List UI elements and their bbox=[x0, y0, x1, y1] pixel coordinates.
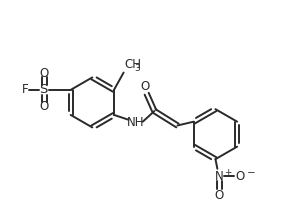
Text: N: N bbox=[215, 170, 224, 183]
Text: O: O bbox=[40, 100, 49, 113]
Text: O: O bbox=[140, 80, 149, 93]
Text: F: F bbox=[22, 83, 29, 96]
Text: NH: NH bbox=[127, 116, 144, 129]
Text: −: − bbox=[247, 168, 256, 178]
Text: O: O bbox=[215, 189, 224, 202]
Text: O: O bbox=[40, 67, 49, 80]
Text: CH: CH bbox=[124, 58, 142, 71]
Text: O: O bbox=[236, 170, 245, 183]
Text: 3: 3 bbox=[135, 64, 140, 73]
Text: S: S bbox=[40, 83, 48, 96]
Text: +: + bbox=[224, 168, 232, 177]
